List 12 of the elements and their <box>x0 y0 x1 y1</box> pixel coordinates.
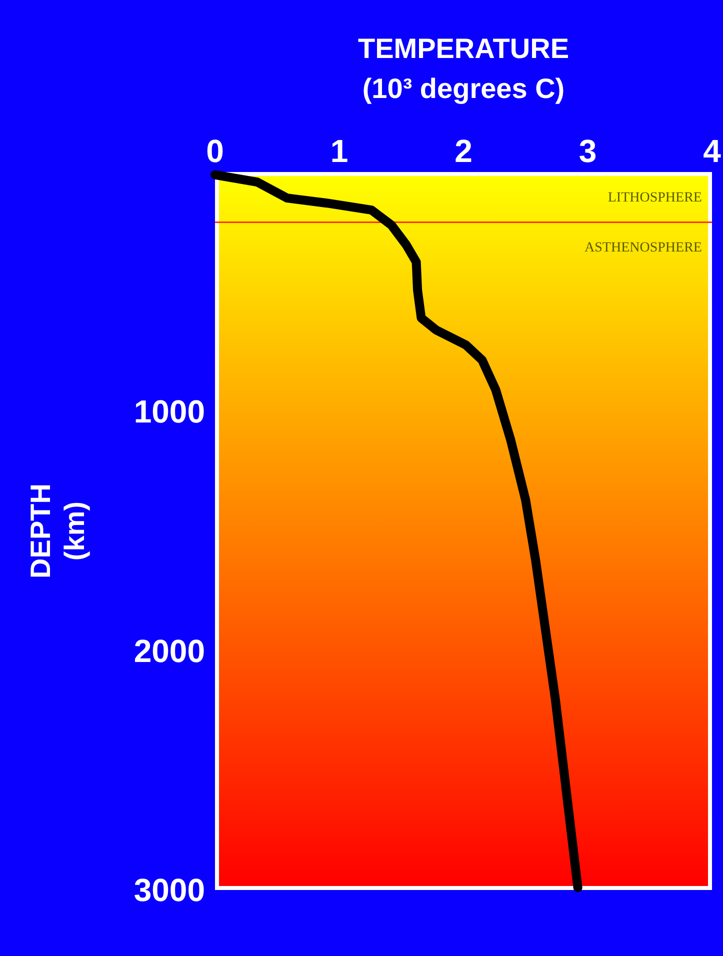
y-tick-label: 1000 <box>134 393 205 430</box>
y-tick-label: 3000 <box>134 872 205 908</box>
x-tick-label: 1 <box>330 133 348 169</box>
x-tick-label: 4 <box>703 133 722 169</box>
x-axis-title: TEMPERATURE (10³ degrees C) <box>358 33 570 104</box>
x-tick-label: 3 <box>578 133 597 169</box>
y-tick-label: 2000 <box>134 632 205 669</box>
annotation: LITHOSPHERE <box>608 190 702 206</box>
annotation: ASTHENOSPHERE <box>584 240 702 256</box>
y-axis-title: DEPTH (km) <box>25 484 90 578</box>
x-tick-label: 2 <box>454 133 472 169</box>
x-tick-label: 0 <box>206 133 224 169</box>
